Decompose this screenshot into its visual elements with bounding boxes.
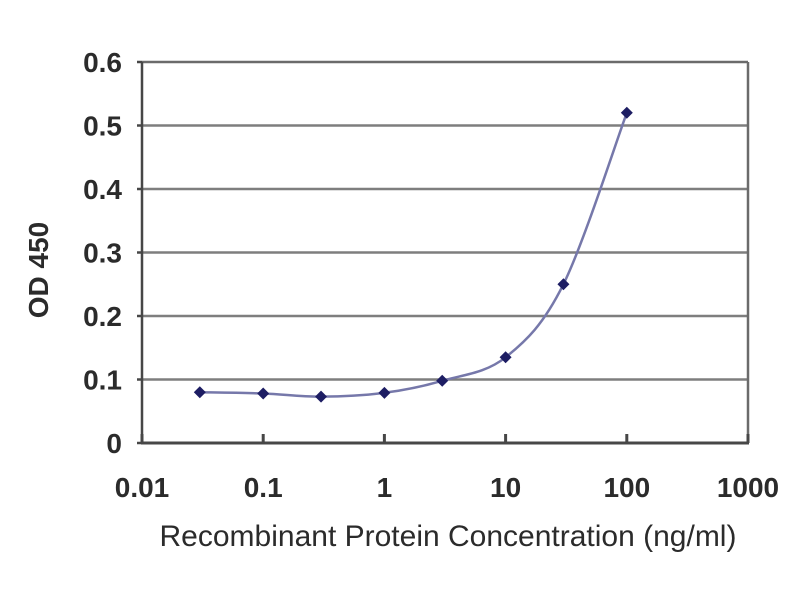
y-tick-label: 0.6	[83, 47, 122, 78]
x-tick-label: 10	[490, 472, 521, 503]
series-line	[199, 112, 628, 398]
y-tick-label: 0.3	[83, 238, 122, 269]
data-point-marker	[436, 374, 449, 387]
y-tick-label: 0.2	[83, 301, 122, 332]
data-point-marker	[499, 351, 512, 364]
data-point-marker	[315, 390, 328, 403]
x-tick-label: 0.01	[115, 472, 170, 503]
data-point-marker	[193, 386, 206, 399]
x-tick-label: 1	[377, 472, 393, 503]
y-tick-label: 0.1	[83, 365, 122, 396]
tick-label-layer: 0.01 0.1 1 10 100 1000 0 0.1 0.2 0.3 0.4 0.5 0.6	[83, 47, 779, 503]
x-tick-label: 100	[603, 472, 650, 503]
x-axis-title: Recombinant Protein Concentration (ng/ml…	[160, 520, 737, 553]
series-layer	[193, 106, 633, 403]
x-tick-label: 1000	[717, 472, 779, 503]
data-point-marker	[378, 386, 391, 399]
y-axis-title: OD 450	[23, 222, 54, 319]
data-point-marker	[557, 278, 570, 291]
data-point-marker	[620, 106, 633, 119]
axis-layer	[137, 60, 750, 445]
y-tick-label: 0.5	[83, 111, 122, 142]
y-tick-label: 0.4	[83, 174, 122, 205]
gridline-layer	[142, 124, 748, 381]
y-tick-label: 0	[106, 428, 122, 459]
data-point-marker	[257, 387, 270, 400]
x-tick-label: 0.1	[244, 472, 283, 503]
